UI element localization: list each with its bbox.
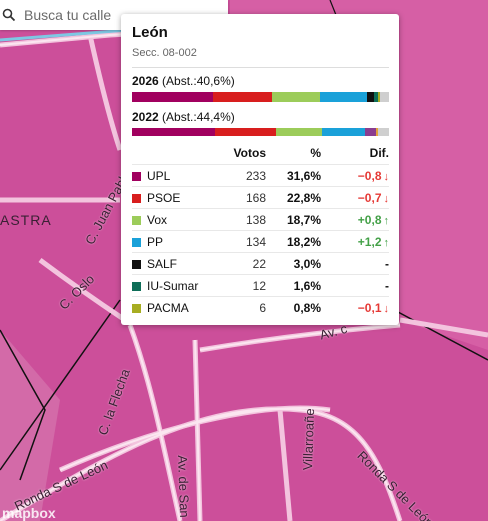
party-cell: PACMA — [132, 296, 226, 318]
bar-segment-pacma — [378, 92, 381, 102]
bar-segment-upl — [132, 92, 214, 102]
diff-cell: −0,1 ↓ — [321, 296, 390, 318]
bar-segment-psoe — [213, 92, 272, 102]
arrow-down-icon: ↓ — [383, 192, 390, 205]
pct-cell: 1,6% — [266, 274, 321, 297]
year-label-2026: 2026 (Abst.:40,6%) — [132, 74, 389, 88]
results-popup: León Secc. 08-002 2026 (Abst.:40,6%) 202… — [121, 14, 399, 325]
bar-segment-iu-sumar — [374, 92, 379, 102]
party-cell: UPL — [132, 164, 226, 187]
diff-cell: - — [321, 252, 389, 275]
bar-segment-pacma — [375, 128, 378, 136]
pct-cell: 0,8% — [266, 296, 321, 318]
party-color-swatch — [132, 215, 141, 225]
diff-value: +0,8 — [357, 212, 382, 227]
party-name: PACMA — [147, 300, 189, 315]
diff-value: −0,8 — [357, 168, 382, 183]
bar-segment-vox — [275, 128, 322, 136]
party-header — [132, 146, 226, 165]
arrow-up-icon: ↑ — [383, 214, 390, 227]
table-row: Vox 138 18,7% +0,8 ↑ — [132, 208, 390, 231]
diff-cell: - — [321, 274, 389, 297]
table-row: IU-Sumar 12 1,6% - — [132, 274, 389, 297]
pct-cell: 18,7% — [266, 208, 321, 231]
pct-cell: 31,6% — [266, 164, 321, 187]
pct-cell: 3,0% — [266, 252, 321, 275]
party-color-swatch — [132, 193, 141, 203]
votes-header: Votos — [233, 146, 266, 160]
bar-segment-psoe — [215, 128, 276, 136]
arrow-down-icon: ↓ — [383, 170, 390, 183]
party-color-swatch — [132, 303, 141, 313]
year-label-2022: 2022 (Abst.:44,4%) — [132, 110, 389, 124]
party-color-swatch — [132, 237, 141, 247]
place-label: ASTRA — [0, 212, 52, 228]
votes-cell: 6 — [226, 296, 266, 318]
bar-segment-otros — [380, 92, 389, 102]
votes-cell: 168 — [226, 186, 266, 209]
table-row: SALF 22 3,0% - — [132, 252, 389, 275]
bar-segment-vox — [271, 92, 320, 102]
abstention: (Abst.:44,4%) — [162, 110, 235, 124]
arrow-up-icon: ↑ — [383, 236, 390, 249]
table-row: UPL 233 31,6% −0,8 ↓ — [132, 164, 390, 187]
party-color-swatch — [132, 281, 141, 291]
party-name: UPL — [147, 168, 171, 183]
divider — [132, 67, 389, 68]
results-table: Votos % Dif. UPL 233 31,6% −0,8 ↓ PSOE 168 22,8… — [132, 146, 389, 318]
mapbox-logo[interactable]: mapbox — [2, 505, 56, 521]
diff-cell: −0,8 ↓ — [321, 164, 390, 187]
diff-cell: −0,7 ↓ — [321, 186, 390, 209]
diff-value: −0,1 — [357, 300, 382, 315]
table-row: PSOE 168 22,8% −0,7 ↓ — [132, 186, 390, 209]
votes-cell: 12 — [226, 274, 266, 297]
street-label: Av. de San — [175, 455, 193, 518]
votes-cell: 134 — [226, 230, 266, 253]
votes-cell: 22 — [226, 252, 266, 275]
bar-segment-salf — [366, 92, 375, 102]
bar-segment-otros — [365, 128, 376, 136]
party-cell: SALF — [132, 252, 226, 275]
diff-value: - — [385, 256, 389, 271]
party-name: SALF — [147, 256, 178, 271]
street-label: Villarroañe — [300, 408, 318, 471]
pct-cell: 18,2% — [266, 230, 321, 253]
party-cell: Vox — [132, 208, 226, 231]
party-name: PSOE — [147, 190, 181, 205]
diff-header: Dif. — [369, 146, 389, 160]
diff-value: - — [385, 278, 389, 293]
popup-title: León — [132, 24, 168, 41]
votes-cell: 233 — [226, 164, 266, 187]
result-bar-2022 — [132, 128, 389, 136]
diff-value: +1,2 — [357, 234, 382, 249]
party-cell: PP — [132, 230, 226, 253]
pct-header: % — [310, 146, 321, 160]
bar-segment-pp — [321, 128, 366, 136]
year: 2026 — [132, 74, 159, 88]
party-color-swatch — [132, 259, 141, 269]
party-color-swatch — [132, 171, 141, 181]
abstention: (Abst.:40,6%) — [162, 74, 235, 88]
party-name: Vox — [147, 212, 168, 227]
bar-segment-upl — [132, 128, 216, 136]
pct-cell: 22,8% — [266, 186, 321, 209]
votes-cell: 138 — [226, 208, 266, 231]
arrow-down-icon: ↓ — [383, 302, 390, 315]
table-row: PACMA 6 0,8% −0,1 ↓ — [132, 296, 390, 318]
search-icon[interactable] — [2, 8, 16, 22]
party-cell: PSOE — [132, 186, 226, 209]
table-row: PP 134 18,2% +1,2 ↑ — [132, 230, 390, 253]
diff-cell: +0,8 ↑ — [321, 208, 390, 231]
party-cell: IU-Sumar — [132, 274, 226, 297]
party-name: PP — [147, 234, 164, 249]
bar-segment-pp — [319, 92, 367, 102]
diff-cell: +1,2 ↑ — [321, 230, 390, 253]
section-code: Secc. 08-002 — [132, 47, 197, 59]
result-bar-2026 — [132, 92, 389, 102]
bar-segment-otros2 — [377, 128, 389, 136]
party-name: IU-Sumar — [147, 278, 199, 293]
year: 2022 — [132, 110, 159, 124]
diff-value: −0,7 — [357, 190, 382, 205]
